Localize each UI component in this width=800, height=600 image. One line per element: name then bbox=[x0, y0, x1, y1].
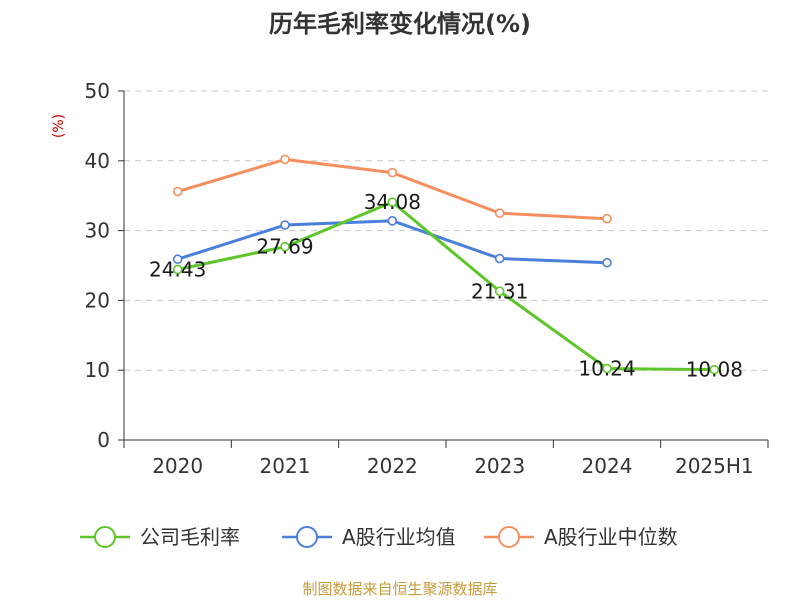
series-line bbox=[177, 200, 715, 372]
x-tick-label: 2020 bbox=[152, 454, 203, 478]
data-point bbox=[709, 364, 720, 375]
y-tick-label: 40 bbox=[85, 149, 110, 173]
data-point bbox=[387, 197, 398, 207]
legend-marker bbox=[498, 526, 520, 548]
data-label: 24.43 bbox=[149, 257, 206, 281]
chart-title: 历年毛利率变化情况(%) bbox=[269, 10, 531, 38]
x-tick-label: 2023 bbox=[474, 454, 525, 478]
axes: 0 10 20 30 40 50 2020 2021 2022 2023 2024 2025H1 bbox=[85, 79, 769, 478]
data-labels: 24.43 27.69 34.08 21.31 10.24 10.08 bbox=[149, 190, 743, 382]
series-A股行业中位数 bbox=[172, 154, 612, 224]
series-A股行业均值 bbox=[172, 216, 612, 268]
legend-marker bbox=[94, 526, 116, 548]
y-tick-label: 10 bbox=[85, 358, 110, 382]
data-point bbox=[602, 363, 612, 374]
data-point bbox=[172, 264, 183, 275]
legend: 公司毛利率 A股行业均值 A股行业中位数 bbox=[80, 525, 678, 549]
y-tick-label: 0 bbox=[97, 428, 110, 452]
x-tick-label: 2025H1 bbox=[675, 454, 754, 478]
data-label: 27.69 bbox=[256, 235, 313, 259]
grid-lines bbox=[124, 90, 768, 371]
data-point bbox=[602, 213, 612, 224]
data-label: 10.08 bbox=[686, 358, 743, 382]
y-tick-label: 20 bbox=[85, 288, 110, 312]
y-tick-label: 50 bbox=[85, 79, 110, 103]
legend-item: A股行业中位数 bbox=[484, 525, 678, 549]
legend-marker bbox=[296, 526, 318, 548]
data-label: 10.24 bbox=[578, 357, 635, 381]
data-point bbox=[494, 253, 505, 264]
data-point bbox=[280, 241, 290, 252]
data-point bbox=[494, 208, 505, 218]
legend-label: A股行业均值 bbox=[342, 525, 456, 549]
x-tick-label: 2024 bbox=[582, 454, 633, 478]
series-公司毛利率 bbox=[172, 197, 720, 375]
legend-label: A股行业中位数 bbox=[544, 525, 678, 549]
x-tick-label: 2022 bbox=[367, 454, 418, 478]
source-note: 制图数据来自恒生聚源数据库 bbox=[302, 580, 497, 598]
y-tick-label: 30 bbox=[85, 219, 110, 243]
data-point bbox=[387, 216, 398, 226]
legend-item: A股行业均值 bbox=[282, 525, 456, 549]
y-axis-unit: (%) bbox=[51, 114, 67, 138]
data-point bbox=[280, 220, 290, 230]
data-point bbox=[494, 286, 505, 297]
data-point bbox=[602, 257, 612, 268]
x-tick-label: 2021 bbox=[260, 454, 311, 478]
legend-label: 公司毛利率 bbox=[140, 525, 240, 549]
data-point bbox=[172, 186, 183, 197]
series-lines bbox=[172, 154, 720, 375]
legend-item: 公司毛利率 bbox=[80, 525, 240, 549]
data-point bbox=[280, 154, 290, 165]
data-point bbox=[387, 167, 398, 178]
data-label: 21.31 bbox=[471, 279, 528, 303]
data-label: 34.08 bbox=[364, 190, 421, 214]
data-point bbox=[172, 254, 183, 265]
